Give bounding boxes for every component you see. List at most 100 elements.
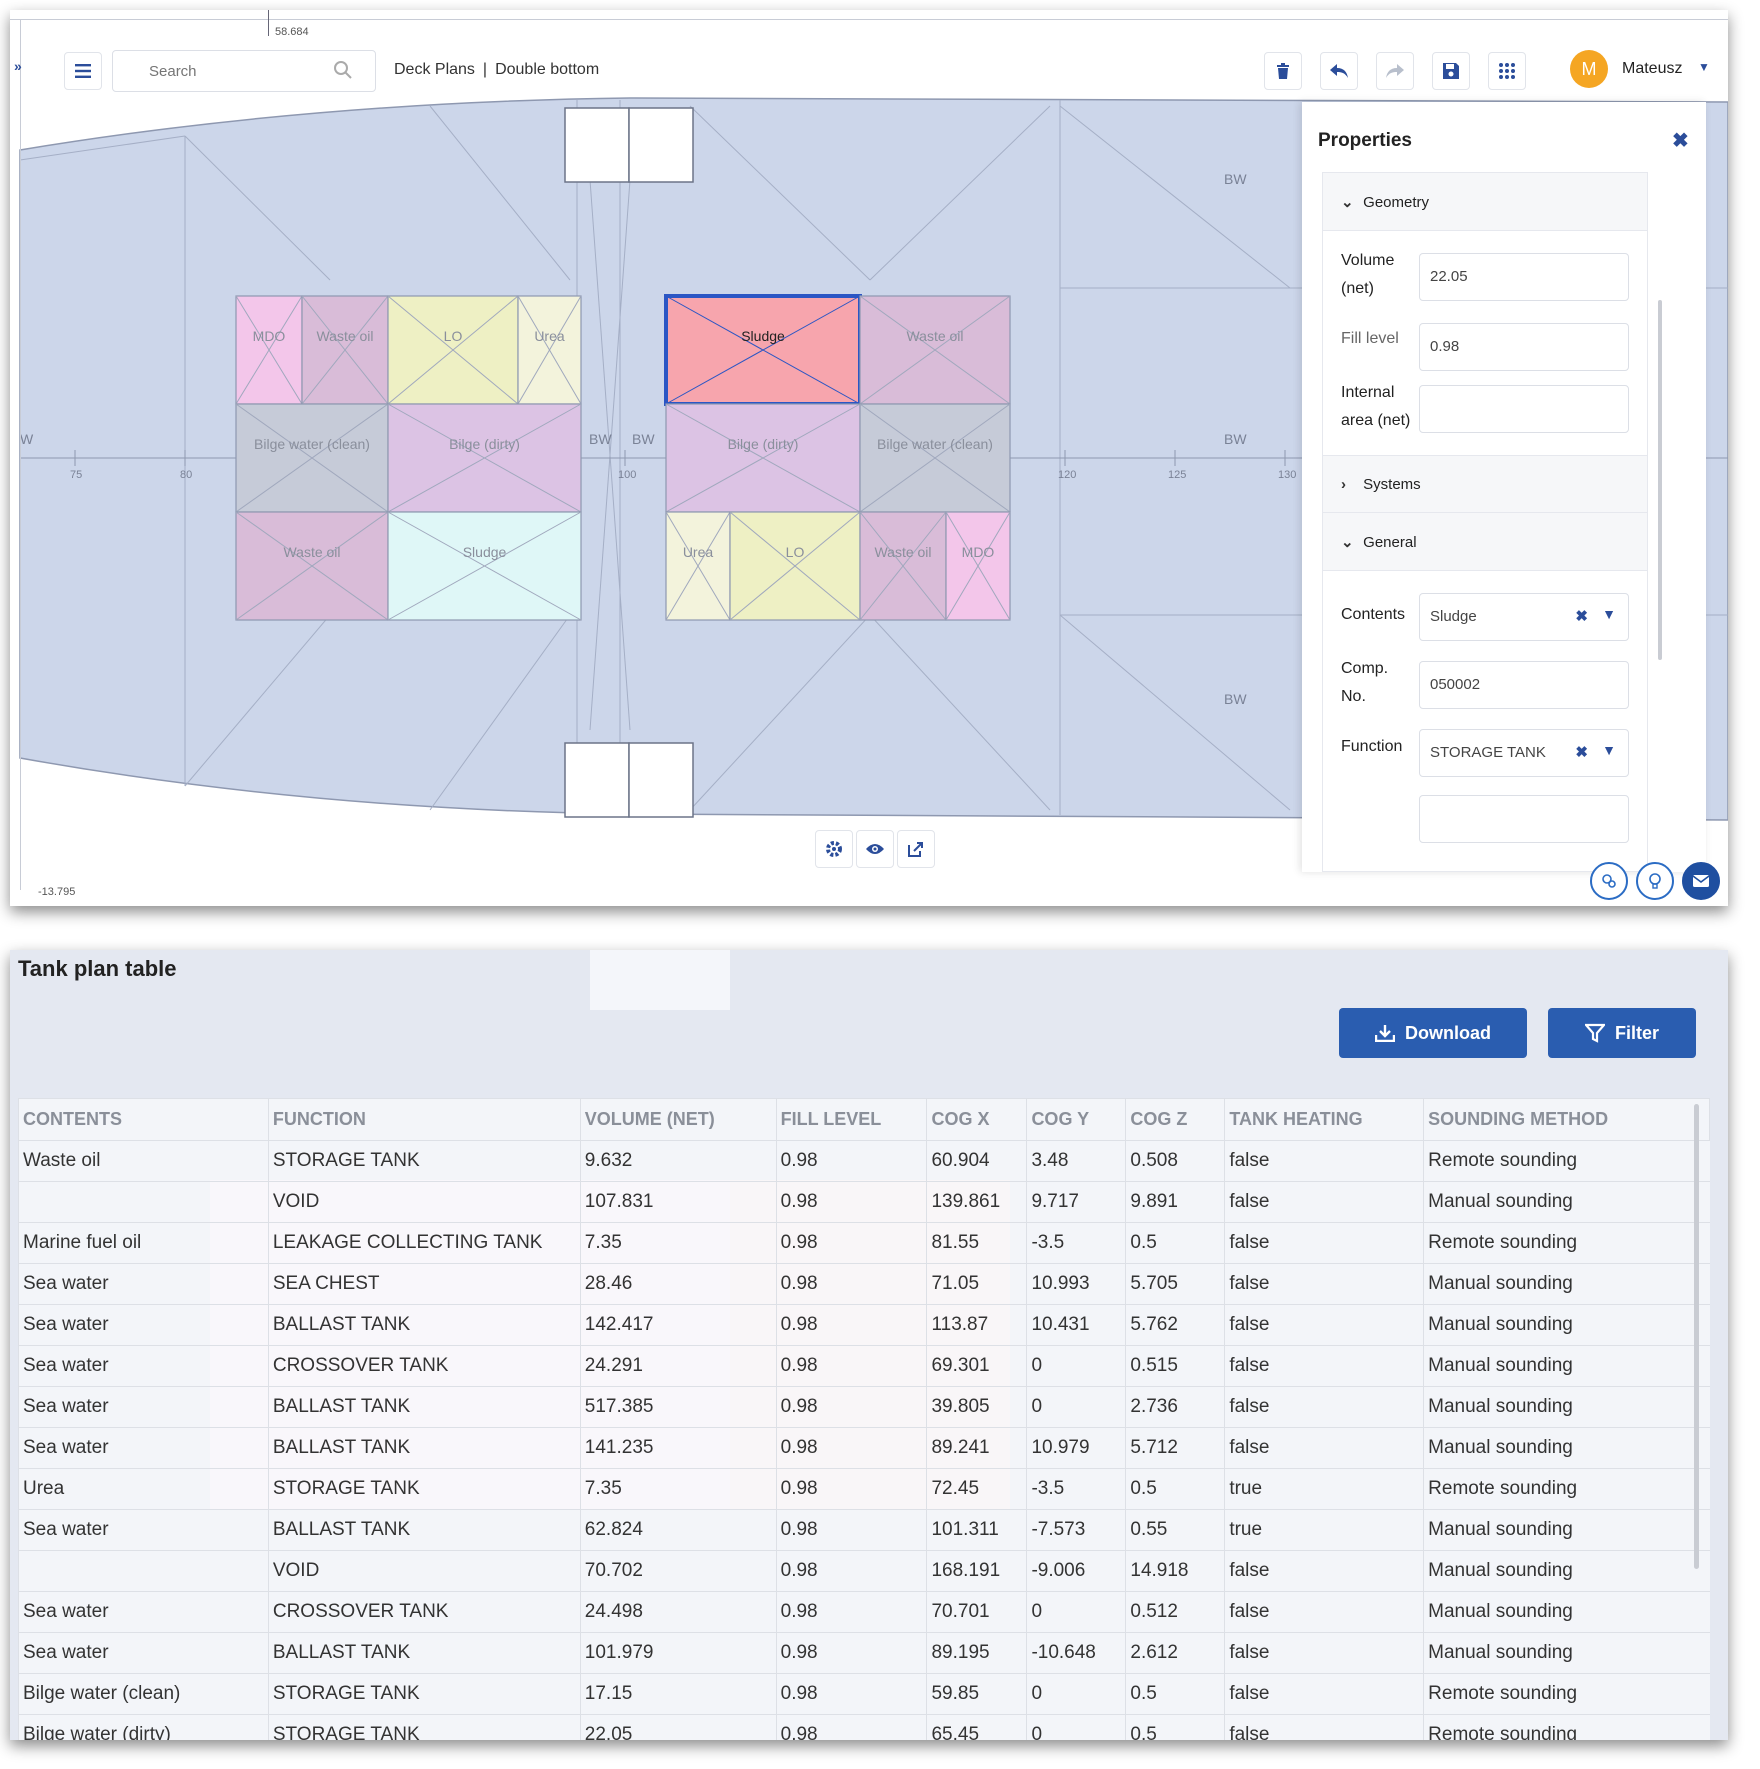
delete-button[interactable] — [1264, 52, 1302, 90]
comp-no-label-line2: No. — [1341, 688, 1366, 705]
settings-button[interactable] — [815, 830, 853, 868]
column-header[interactable]: COG Y — [1026, 1098, 1127, 1141]
table-cell: Manual sounding — [1423, 1591, 1710, 1633]
chevron-down-icon[interactable]: ▼ — [1602, 742, 1616, 758]
volume-field[interactable]: 22.05 — [1419, 253, 1629, 301]
breadcrumb-section[interactable]: Deck Plans — [394, 61, 475, 78]
tank-lo[interactable]: LO — [387, 295, 519, 405]
tank-bilge-water-clean[interactable]: Bilge water (clean) — [235, 403, 389, 513]
search-input[interactable] — [113, 51, 313, 91]
function-select[interactable]: STORAGE TANK ✖ ▼ — [1419, 729, 1629, 777]
table-cell — [18, 1181, 269, 1223]
table-scrollbar[interactable] — [1694, 1104, 1699, 1569]
column-header[interactable]: COG Z — [1125, 1098, 1226, 1141]
tank-urea[interactable]: Urea — [665, 511, 731, 621]
table-row[interactable]: Sea water CROSSOVER TANK 24.498 0.98 70.701 0… — [18, 1591, 1710, 1633]
table-row[interactable]: VOID 70.702 0.98 168.191 -9.006 14.918 false Ma… — [18, 1550, 1710, 1592]
close-icon[interactable]: ✖ — [1672, 130, 1689, 152]
deck-plan-canvas[interactable]: 75 80 85 90 95 100 105 110 115 120 125 1… — [10, 10, 1728, 906]
chevron-down-icon[interactable]: ▼ — [1602, 606, 1616, 622]
tank-waste-oil[interactable]: Waste oil — [859, 295, 1011, 405]
download-button[interactable]: Download — [1339, 1008, 1527, 1058]
contents-select[interactable]: Sludge ✖ ▼ — [1419, 593, 1629, 641]
table-cell: false — [1224, 1714, 1424, 1740]
column-header[interactable]: FUNCTION — [267, 1098, 581, 1141]
contents-value: Sludge — [1430, 608, 1477, 625]
tank-sludge[interactable]: Sludge — [664, 294, 862, 406]
tank-waste-oil[interactable]: Waste oil — [301, 295, 389, 405]
avatar[interactable]: M — [1570, 50, 1608, 88]
table-row[interactable]: Sea water BALLAST TANK 517.385 0.98 39.805 0 2… — [18, 1386, 1710, 1428]
internal-area-field[interactable] — [1419, 385, 1629, 433]
table-row[interactable]: Marine fuel oil LEAKAGE COLLECTING TANK 7.… — [18, 1222, 1710, 1264]
hatch-box[interactable] — [564, 742, 630, 818]
share-button[interactable] — [897, 830, 935, 868]
comp-no-field[interactable]: 050002 — [1419, 661, 1629, 709]
table-row[interactable]: Bilge water (dirty) STORAGE TANK 22.05 0.98… — [18, 1714, 1710, 1740]
chevron-down-icon[interactable]: ▼ — [1698, 60, 1710, 74]
table-row[interactable]: Sea water SEA CHEST 28.46 0.98 71.05 10.993 5.… — [18, 1263, 1710, 1305]
table-row[interactable]: Sea water BALLAST TANK 141.235 0.98 89.241 10… — [18, 1427, 1710, 1469]
column-header[interactable]: TANK HEATING — [1224, 1098, 1425, 1141]
clear-icon[interactable]: ✖ — [1575, 744, 1588, 761]
tank-bilge-dirty[interactable]: Bilge (dirty) — [665, 403, 861, 513]
undo-button[interactable] — [1320, 52, 1358, 90]
tank-urea[interactable]: Urea — [517, 295, 582, 405]
apps-button[interactable] — [1488, 52, 1526, 90]
table-row[interactable]: Waste oil STORAGE TANK 9.632 0.98 60.904 3.48… — [18, 1140, 1710, 1182]
hatch-box[interactable] — [564, 107, 630, 183]
tank-lo[interactable]: LO — [729, 511, 861, 621]
tank-bilge-dirty[interactable]: Bilge (dirty) — [387, 403, 582, 513]
column-header[interactable]: CONTENTS — [18, 1098, 269, 1141]
search-icon[interactable] — [333, 60, 353, 80]
table-cell: BALLAST TANK — [267, 1304, 581, 1346]
view-button[interactable] — [856, 830, 894, 868]
left-ruler — [20, 20, 21, 890]
search-box — [112, 50, 376, 92]
hatch-box[interactable] — [628, 742, 694, 818]
properties-scrollbar[interactable] — [1658, 300, 1662, 660]
column-header[interactable]: COG X — [926, 1098, 1028, 1141]
column-header[interactable]: VOLUME (NET) — [579, 1098, 777, 1141]
next-field[interactable] — [1419, 795, 1629, 843]
mail-button[interactable] — [1682, 862, 1720, 900]
volume-label-line2: (net) — [1341, 280, 1374, 297]
table-cell: Urea — [18, 1468, 269, 1510]
redo-button[interactable] — [1376, 52, 1414, 90]
clear-icon[interactable]: ✖ — [1575, 608, 1588, 625]
bw-label: W — [20, 431, 34, 447]
tank-waste-oil[interactable]: Waste oil — [235, 511, 389, 621]
ideas-button[interactable] — [1636, 862, 1674, 900]
column-header[interactable]: SOUNDING METHOD — [1423, 1098, 1710, 1141]
filter-button[interactable]: Filter — [1548, 1008, 1696, 1058]
tank-mdo[interactable]: MDO — [235, 295, 303, 405]
expand-sidebar-icon[interactable]: » — [14, 58, 22, 74]
save-button[interactable] — [1432, 52, 1470, 90]
section-systems[interactable]: › Systems — [1323, 455, 1647, 513]
table-row[interactable]: Sea water BALLAST TANK 101.979 0.98 89.195 -1… — [18, 1632, 1710, 1674]
tank-mdo[interactable]: MDO — [945, 511, 1011, 621]
table-cell: 0.5 — [1125, 1468, 1225, 1510]
section-general[interactable]: ⌄ General — [1323, 513, 1647, 571]
table-cell: 2.612 — [1125, 1632, 1225, 1674]
section-geometry[interactable]: ⌄ Geometry — [1323, 173, 1647, 231]
user-name[interactable]: Mateusz — [1622, 60, 1683, 77]
table-cell: 141.235 — [579, 1427, 777, 1469]
top-ruler: 58.684 — [10, 10, 1728, 38]
table-cell: 0.98 — [775, 1427, 927, 1469]
table-row[interactable]: VOID 107.831 0.98 139.861 9.717 9.891 false Man… — [18, 1181, 1710, 1223]
table-row[interactable]: Sea water CROSSOVER TANK 24.291 0.98 69.301 0… — [18, 1345, 1710, 1387]
hatch-box[interactable] — [628, 107, 694, 183]
table-row[interactable]: Bilge water (clean) STORAGE TANK 17.15 0.98… — [18, 1673, 1710, 1715]
menu-button[interactable] — [64, 52, 102, 90]
column-header[interactable]: FILL LEVEL — [775, 1098, 928, 1141]
comments-button[interactable] — [1590, 862, 1628, 900]
table-row[interactable]: Sea water BALLAST TANK 142.417 0.98 113.87 10… — [18, 1304, 1710, 1346]
table-row[interactable]: Urea STORAGE TANK 7.35 0.98 72.45 -3.5 0.5 true… — [18, 1468, 1710, 1510]
tank-waste-oil[interactable]: Waste oil — [859, 511, 947, 621]
tank-bilge-water-clean[interactable]: Bilge water (clean) — [859, 403, 1011, 513]
table-row[interactable]: Sea water BALLAST TANK 62.824 0.98 101.311 -7… — [18, 1509, 1710, 1551]
fill-level-field[interactable]: 0.98 — [1419, 323, 1629, 371]
deck-plan-editor: 75 80 85 90 95 100 105 110 115 120 125 1… — [10, 10, 1728, 906]
tank-sludge[interactable]: Sludge — [387, 511, 582, 621]
